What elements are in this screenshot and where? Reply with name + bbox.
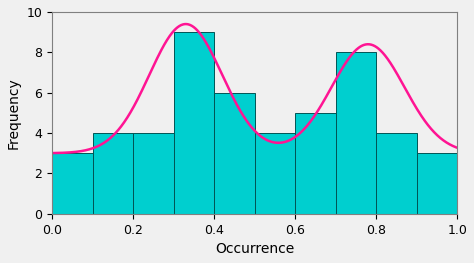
Bar	[295, 113, 336, 214]
Bar	[52, 153, 92, 214]
Y-axis label: Frequency: Frequency	[7, 77, 21, 149]
Bar	[214, 93, 255, 214]
Bar	[376, 133, 417, 214]
Bar	[133, 133, 173, 214]
Bar	[417, 153, 457, 214]
Bar	[336, 52, 376, 214]
Bar	[255, 133, 295, 214]
X-axis label: Occurrence: Occurrence	[215, 242, 294, 256]
Bar	[173, 32, 214, 214]
Bar	[92, 133, 133, 214]
